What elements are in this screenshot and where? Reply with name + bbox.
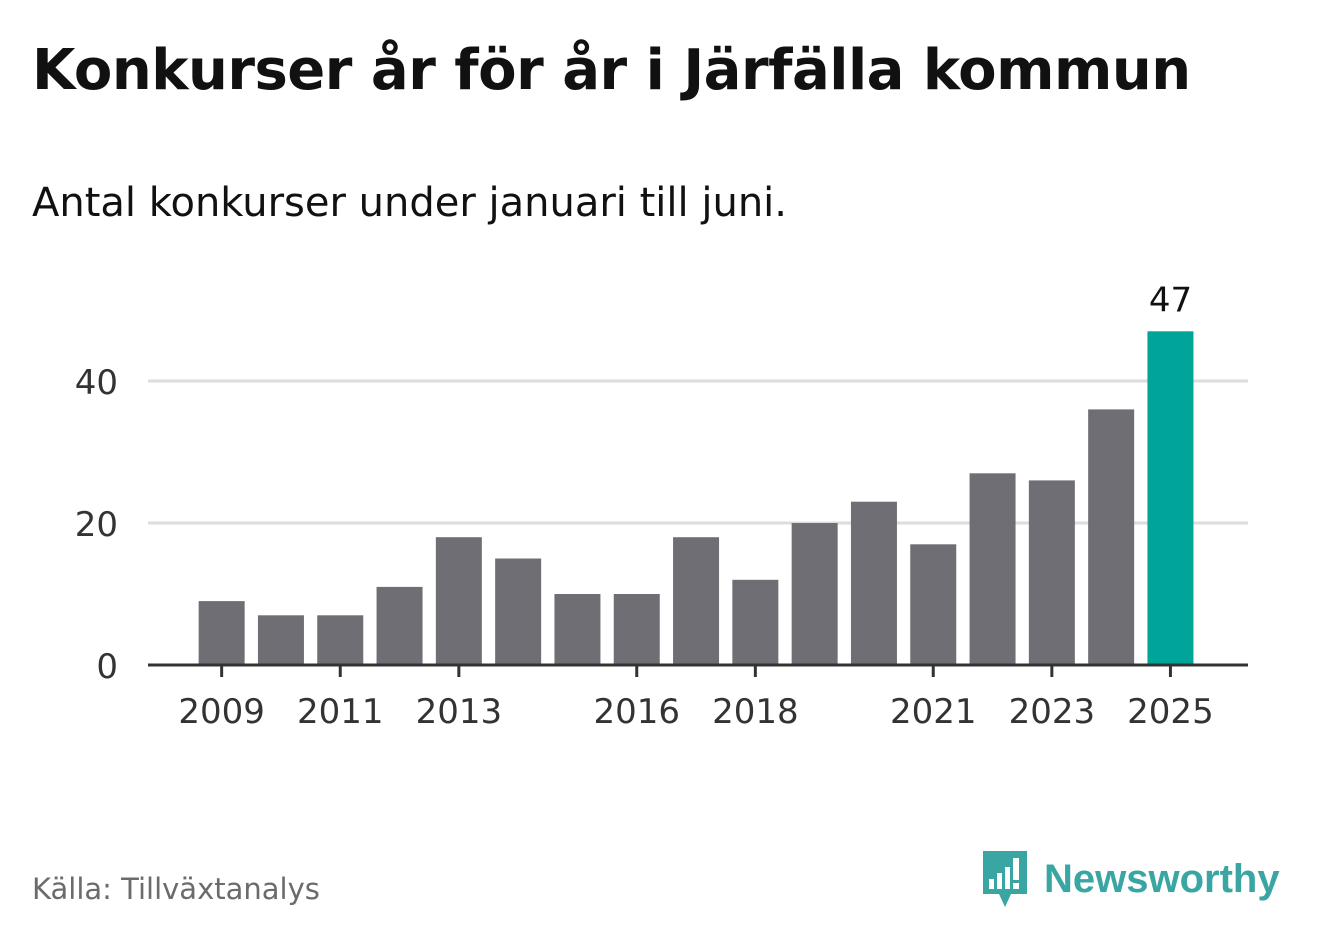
x-tick-label: 2011: [297, 692, 384, 732]
y-tick-label: 0: [96, 647, 118, 687]
bars: [198, 331, 1194, 665]
chart-subtitle: Antal konkurser under januari till juni.: [32, 180, 787, 226]
bar-2017: [673, 537, 720, 665]
x-tick-label: 2025: [1127, 692, 1214, 732]
y-tick-label: 20: [75, 505, 118, 545]
bar-2016: [613, 594, 660, 665]
bar-2014: [495, 558, 542, 665]
brand-name: Newsworthy: [1044, 856, 1280, 901]
bar-2023: [1028, 480, 1075, 665]
x-tick-label: 2023: [1009, 692, 1096, 732]
bar-2025: [1147, 331, 1194, 665]
bar-2018: [732, 579, 779, 665]
labels: 0 20 40 47 2009 2011 2013 2016 2018 2021 2023 2025: [75, 280, 1214, 732]
bar-2013: [435, 537, 482, 665]
source-note: Källa: Tillväxtanalys: [32, 872, 320, 906]
data-label-2025: 47: [1149, 280, 1192, 320]
bar-2009: [198, 601, 245, 665]
axes: [148, 663, 1248, 677]
x-tick-label: 2021: [890, 692, 977, 732]
newsworthy-logo-icon: [983, 851, 1027, 907]
bar-chart: 0 20 40 47 2009 2011 2013 2016 2018 2021 2023 2025: [75, 280, 1248, 732]
bar-2012: [376, 586, 423, 665]
bar-2011: [317, 615, 364, 665]
bar-2024: [1088, 409, 1135, 665]
brand-logo: Newsworthy: [980, 848, 1280, 910]
bar-2022: [969, 473, 1016, 665]
bar-2019: [791, 523, 838, 665]
bar-2020: [850, 501, 897, 665]
y-tick-label: 40: [75, 363, 118, 403]
bar-2010: [257, 615, 304, 665]
x-tick-label: 2018: [712, 692, 799, 732]
x-tick-label: 2016: [593, 692, 680, 732]
gridlines: [148, 379, 1248, 525]
bar-2021: [910, 544, 957, 665]
x-tick-label: 2013: [416, 692, 503, 732]
bar-2015: [554, 594, 601, 665]
x-tick-label: 2009: [178, 692, 265, 732]
chart-title: Konkurser år för år i Järfälla kommun: [32, 38, 1191, 103]
